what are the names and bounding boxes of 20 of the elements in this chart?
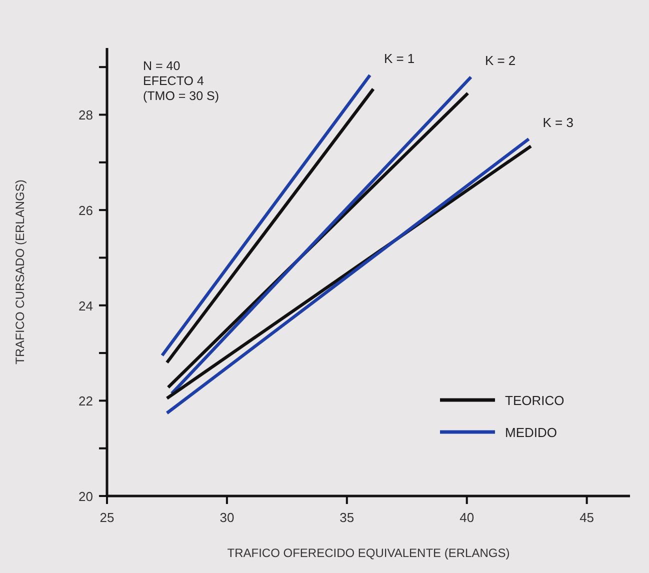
annotation: (TMO = 30 S) <box>143 89 220 103</box>
y-tick-label: 22 <box>78 394 93 409</box>
y-tick-label: 20 <box>78 489 93 504</box>
annotation: K = 2 <box>484 53 516 68</box>
x-tick-label: 30 <box>220 510 234 525</box>
x-tick-label: 35 <box>340 510 354 525</box>
x-tick-label: 45 <box>580 510 594 525</box>
y-tick-label: 24 <box>78 298 93 314</box>
x-tick-label: 40 <box>460 510 474 525</box>
annotation: K = 3 <box>542 115 574 130</box>
x-axis-title: TRAFICO OFERECIDO EQUIVALENTE (ERLANGS) <box>227 546 510 560</box>
legend-label: MEDIDO <box>505 425 557 440</box>
annotation: K = 1 <box>384 51 415 66</box>
annotation: EFECTO 4 <box>143 74 204 88</box>
x-tick-label: 25 <box>100 510 114 525</box>
y-tick-label: 26 <box>78 203 93 218</box>
annotation: N = 40 <box>143 59 180 73</box>
y-tick-label: 28 <box>78 108 93 123</box>
y-axis-title: TRAFICO CURSADO (ERLANGS) <box>13 180 27 364</box>
legend-label: TEORICO <box>505 393 564 408</box>
